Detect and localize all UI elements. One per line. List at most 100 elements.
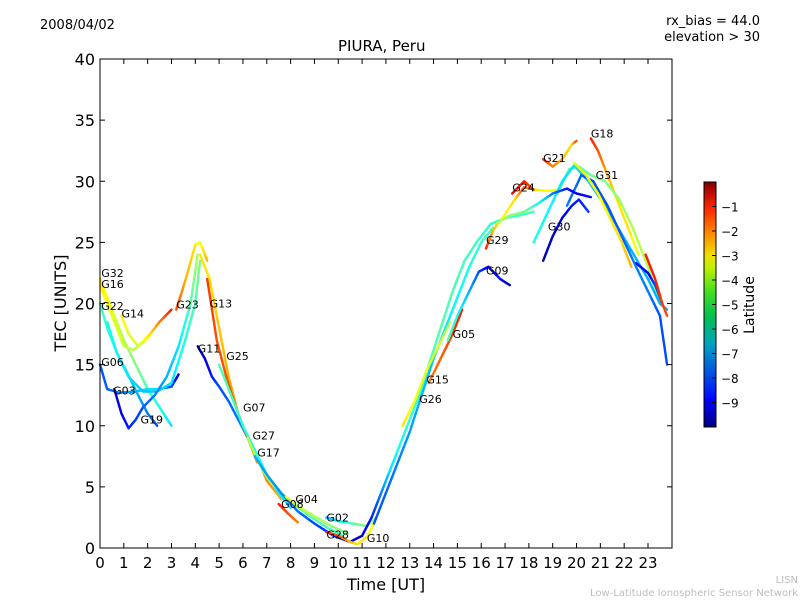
x-tick-label: 7 [262,554,272,572]
axes: 0 1 2 3 4 5 6 7 8 9 10 11 12 13 14 15 16 17 18 19 20 21 22 2305… [75,50,672,572]
trace-segment [225,367,230,379]
trace-segment [181,323,186,334]
x-tick-label: 18 [519,554,538,572]
y-tick-label: 15 [75,356,95,375]
trace-segment [222,351,227,362]
trace-segment [213,328,218,342]
trace-segment [343,530,349,535]
trace-segment [628,261,633,269]
trace-segment [206,277,211,291]
prn-label: G13 [210,298,233,311]
trace-segment [209,298,214,311]
credit: LISN Low-Latitude Ionospheric Sensor Net… [590,574,798,600]
trace-segment [661,330,665,342]
trace-segment [339,533,345,537]
prn-label: G23 [176,299,199,312]
trace-segment [294,519,299,524]
trace-segment [186,323,191,334]
y-tick-label: 20 [75,295,95,314]
trace-segment [216,318,221,330]
trace-g19 [113,253,199,430]
prn-label: G14 [121,307,144,320]
y-tick-label: 0 [85,539,95,558]
y-tick-label: 35 [75,111,95,130]
prn-label: G18 [591,128,614,141]
trace-segment [209,286,214,297]
trace-segment [204,256,209,262]
x-tick-label: 0 [95,554,105,572]
trace-segment [459,308,464,315]
elevation-label: elevation > 30 [664,30,760,45]
trace-segment [168,308,173,313]
trace-g14 [120,308,173,348]
colorbar-tick-label: −9 [721,397,739,411]
trace-g09 [446,265,512,342]
x-tick-label: 4 [191,554,201,572]
trace-segment [168,421,173,427]
traces [98,137,669,546]
prn-label: G26 [419,393,442,406]
prn-label: G30 [548,220,571,233]
prn-label: G16 [101,278,124,291]
credit-short: LISN [775,575,798,586]
x-tick-label: 14 [424,554,443,572]
prn-label: G07 [243,401,266,414]
trace-segment [212,318,217,332]
trace-segment [507,282,512,287]
trace-segment [214,310,219,321]
trace-segment [185,309,190,319]
prn-label: G15 [426,373,449,386]
prn-label: G22 [101,300,124,313]
trace-segment [224,359,229,370]
trace-segment [182,337,187,348]
trace-segment [585,208,590,214]
trace-t6 [494,187,593,226]
prn-label: G03 [113,384,136,397]
x-tick-label: 16 [472,554,491,572]
trace-segment [574,139,578,143]
trace-segment [192,302,197,312]
trace-segment [188,316,193,327]
trace-g24 [510,180,535,195]
trace-segment [211,294,216,305]
trace-segment [179,330,184,341]
trace-segment [190,286,195,297]
trace-g05 [427,308,464,385]
trace-segment [183,316,188,327]
trace-segment [489,226,495,232]
prn-label: G11 [198,343,221,356]
trace-segment [665,312,669,317]
prn-label: G32 [101,267,124,280]
prn-label: G04 [295,493,318,506]
x-axis-label: Time [UT] [346,575,425,594]
trace-segment [664,307,669,311]
colorbar-tick-label: −3 [721,250,739,264]
prn-label: G25 [226,350,249,363]
y-tick-label: 30 [75,172,95,191]
x-tick-label: 22 [615,554,634,572]
x-tick-label: 9 [310,554,320,572]
trace-segment [208,277,213,289]
trace-segment [194,261,198,273]
trace-segment [587,195,593,199]
colorbar-tick-label: −4 [721,274,739,288]
trace-t2 [565,173,669,366]
trace-segment [154,422,159,427]
trace-g17 [253,455,364,544]
trace-segment [658,314,663,326]
trace-g18 [589,137,640,256]
trace-segment [190,309,195,319]
trace-segment [187,302,192,312]
colorbar-tick-label: −2 [721,225,739,239]
prn-label: G24 [512,181,535,194]
y-tick-label: 25 [75,233,95,252]
prn-label: G19 [141,414,164,427]
trace-segment [221,343,226,354]
trace-segment [447,320,452,328]
colorbar-tick-label: −8 [721,372,739,386]
trace-g25 [206,277,283,501]
trace-segment [184,330,189,341]
chart-title: PIURA, Peru [338,37,426,55]
